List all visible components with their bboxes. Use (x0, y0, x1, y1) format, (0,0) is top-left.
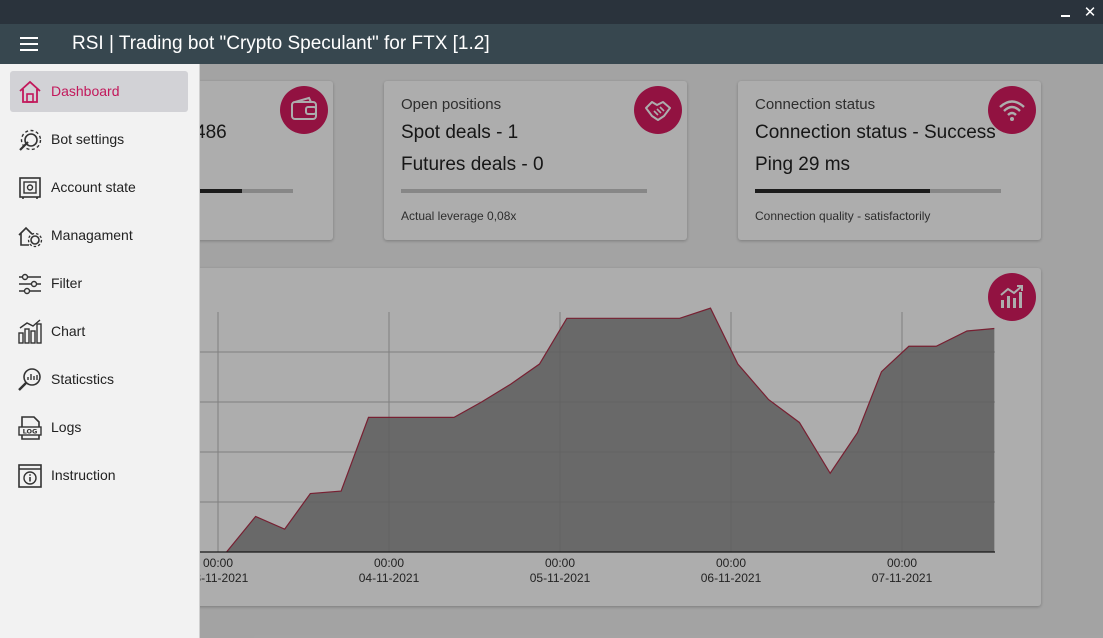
chart-tick-label-date: 03-11-2021 (188, 571, 249, 585)
handshake-icon (634, 86, 682, 134)
sidebar-item-filter[interactable]: Filter (10, 263, 188, 304)
dashboard-content: 486 Open positions Spot deals - 1 Future… (0, 64, 1103, 638)
minimize-icon[interactable] (1056, 2, 1076, 22)
wallet-icon (280, 86, 328, 134)
management-gear-icon (18, 226, 43, 248)
chart-series-line (226, 307, 995, 553)
connection-status-title: Connection status (755, 96, 876, 113)
balance-progress-track (180, 189, 293, 193)
svg-text:LOG: LOG (23, 428, 38, 436)
chart-tick-label-time: 00:00 (374, 556, 404, 570)
sidebar-item-label: Filter (51, 275, 83, 291)
sidebar-item-dashboard[interactable]: Dashboard (10, 71, 188, 112)
sidebar-item-bot-settings[interactable]: Bot settings (10, 119, 188, 160)
bar-chart-icon (18, 319, 42, 344)
balance-chart-card: 00:00 03-11-2021 00:00 04-11-2021 00:00 05-11… (140, 268, 1041, 606)
balance-progress-fill (180, 189, 243, 193)
connection-quality-track (755, 189, 1001, 193)
app-bar: RSI | Trading bot "Crypto Speculant" for… (0, 24, 1103, 64)
chart-tick-label-date: 07-11-2021 (872, 571, 933, 585)
close-icon[interactable]: ✕ (1083, 3, 1097, 21)
log-file-icon: LOG (18, 416, 42, 440)
sidebar-item-label: Staticstics (51, 371, 115, 387)
hamburger-menu-icon[interactable] (12, 32, 46, 56)
sidebar-item-label: Managament (51, 227, 133, 243)
sidebar-item-label: Logs (51, 419, 82, 435)
chart-tick-label-date: 04-11-2021 (359, 571, 420, 585)
chart-area-fill (226, 308, 995, 552)
sidebar-item-label: Instruction (51, 467, 116, 483)
wifi-icon (988, 86, 1036, 134)
wrench-gear-icon (19, 129, 42, 151)
safe-icon (19, 177, 41, 199)
magnifier-chart-icon (18, 368, 41, 391)
chart-tick-label-time: 00:00 (716, 556, 746, 570)
sidebar-item-account-state[interactable]: Account state (10, 167, 188, 208)
connection-status-card: Connection status Connection status - Su… (738, 81, 1041, 240)
sidebar-item-label: Dashboard (51, 83, 120, 99)
sidebar-item-label: Account state (51, 179, 136, 195)
sidebar-item-chart[interactable]: Chart (10, 311, 188, 352)
home-icon (19, 80, 41, 103)
chart-tick-label-time: 00:00 (545, 556, 575, 570)
balance-value: 486 (195, 122, 227, 143)
app-title: RSI | Trading bot "Crypto Speculant" for… (72, 33, 490, 54)
leverage-progress-track (401, 189, 647, 193)
chart-tick-label-date: 05-11-2021 (530, 571, 591, 585)
ping-value: Ping 29 ms (755, 154, 851, 175)
sidebar-item-label: Bot settings (51, 131, 125, 147)
connection-quality-fill (755, 189, 930, 193)
info-icon (18, 464, 42, 488)
sidebar-item-managament[interactable]: Managament (10, 215, 188, 256)
sidebar-item-instruction[interactable]: Instruction (10, 455, 188, 496)
chart-growth-icon (988, 273, 1036, 321)
window-titlebar: ✕ (0, 0, 1103, 24)
spot-deals-value: Spot deals - 1 (401, 122, 519, 143)
chart-tick-label-time: 00:00 (887, 556, 917, 570)
drawer-scrim[interactable] (200, 64, 1103, 638)
open-positions-title: Open positions (401, 96, 502, 113)
connection-quality-text: Connection quality - satisfactorily (755, 209, 931, 223)
chart-tick-label-date: 06-11-2021 (701, 571, 762, 585)
sidebar-item-logs[interactable]: LOG Logs (10, 407, 188, 448)
sidebar-item-staticstics[interactable]: Staticstics (10, 359, 188, 400)
balance-area-chart: 00:0003-11-202100:0004-11-202100:0005-11… (188, 307, 995, 585)
open-positions-card: Open positions Spot deals - 1 Futures de… (384, 81, 687, 240)
chart-tick-label-time: 00:00 (203, 556, 233, 570)
connection-status-value: Connection status - Success (755, 122, 996, 143)
filter-sliders-icon (19, 273, 41, 295)
actual-leverage-text: Actual leverage 0,08x (401, 209, 517, 223)
sidebar-item-label: Chart (51, 323, 86, 339)
futures-deals-value: Futures deals - 0 (401, 154, 544, 175)
navigation-drawer: Dashboard Bot settings Account state Man… (0, 64, 200, 638)
